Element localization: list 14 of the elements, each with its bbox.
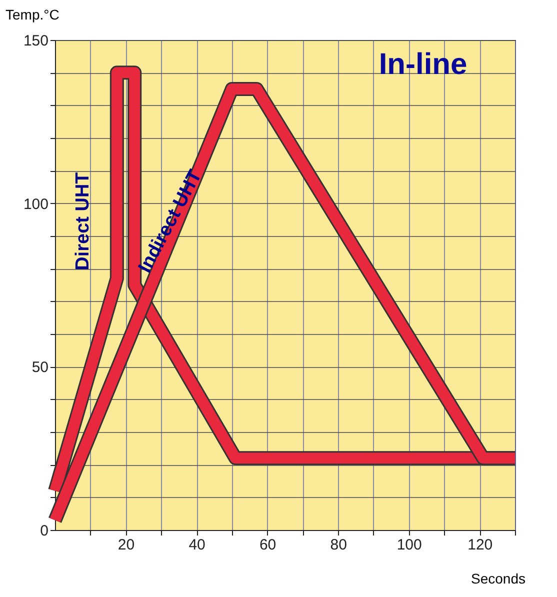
x-tick-label: 100 — [396, 536, 422, 554]
x-tick-label: 20 — [118, 536, 135, 554]
y-tick-label: 150 — [23, 32, 48, 50]
x-tick-label: 60 — [259, 536, 276, 554]
x-tick-label: 40 — [188, 536, 206, 554]
y-tick-label: 100 — [23, 196, 48, 213]
x-axis-title: Seconds — [471, 570, 526, 586]
y-tick-label: 0 — [40, 522, 48, 540]
text: Direct UHT — [72, 172, 94, 270]
annotation: In-line — [378, 48, 468, 81]
y-tick-label: 50 — [32, 359, 48, 376]
y-axis-title: Temp.°C — [6, 6, 60, 22]
x-tick-label: 120 — [468, 536, 493, 554]
x-tick-label: 80 — [330, 536, 347, 554]
